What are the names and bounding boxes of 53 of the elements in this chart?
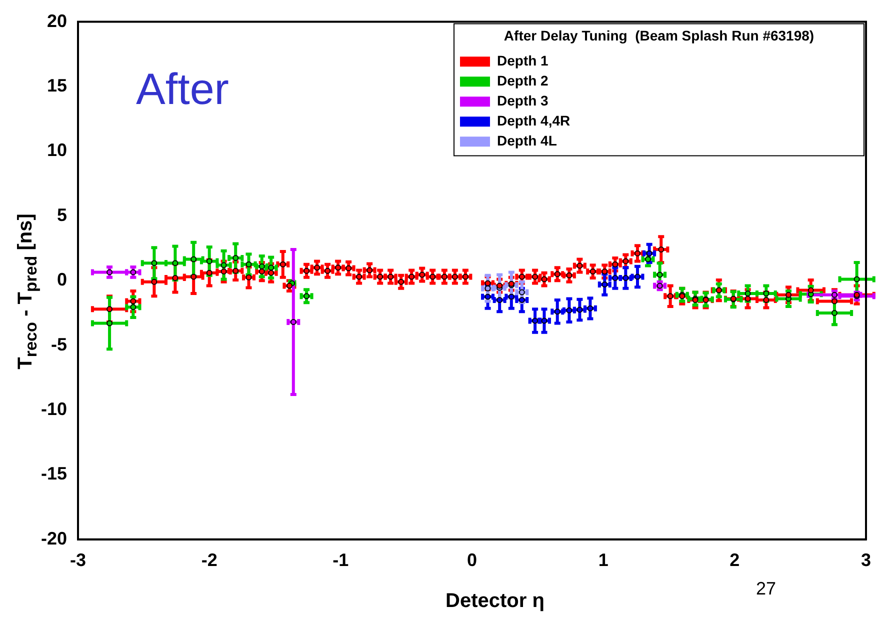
point [656,272,663,278]
text: 27 [756,578,776,598]
point [484,285,491,292]
point [484,294,491,300]
x-tick-label: 2 [730,550,740,570]
y-tick-label: -20 [41,528,68,548]
legend-label: Depth 4,4R [497,112,570,128]
point [532,318,538,324]
point [831,292,838,298]
y-tick-label: -15 [41,464,68,484]
point [172,260,178,266]
x-axis-title: Detector η [444,590,546,613]
point [258,263,265,270]
point [518,297,525,304]
x-tick-label: -3 [70,550,86,570]
y-tick-label: 10 [46,140,68,160]
x-tick-label: 3 [860,550,872,570]
legend-label: Depth 2 [497,72,549,88]
point [622,275,629,282]
point [612,275,618,282]
point [268,264,274,271]
point [566,307,572,314]
point [290,319,296,326]
point [508,294,514,300]
x-tick-label: 1 [598,550,608,570]
y-tick-label: -10 [41,398,68,419]
y-tick-label: -5 [51,334,68,354]
point [587,305,594,312]
y-tick-label: 0 [57,270,68,290]
point [232,254,239,261]
point [541,318,548,324]
annotation: After [136,64,229,114]
point [646,250,652,256]
point [554,308,560,315]
point [602,281,608,288]
point [831,310,838,316]
y-tick-label: 15 [46,75,68,96]
legend-label: Depth 4L [497,132,558,148]
point [106,269,113,276]
x-tick-label: -1 [332,550,349,570]
point [496,297,503,304]
point [576,306,583,313]
legend-title: After Delay Tuning (Beam Splash Run #63198) [504,28,814,44]
point [854,276,860,282]
x-tick-label: 0 [467,550,478,570]
point [518,289,525,296]
y-tick-label: 5 [57,204,68,225]
point [190,256,197,262]
x-tick-label: -2 [201,550,218,570]
y-tick-label: 20 [46,10,68,31]
legend-label: Depth 1 [497,52,549,68]
point [634,274,640,280]
legend-label: Depth 3 [497,92,549,108]
